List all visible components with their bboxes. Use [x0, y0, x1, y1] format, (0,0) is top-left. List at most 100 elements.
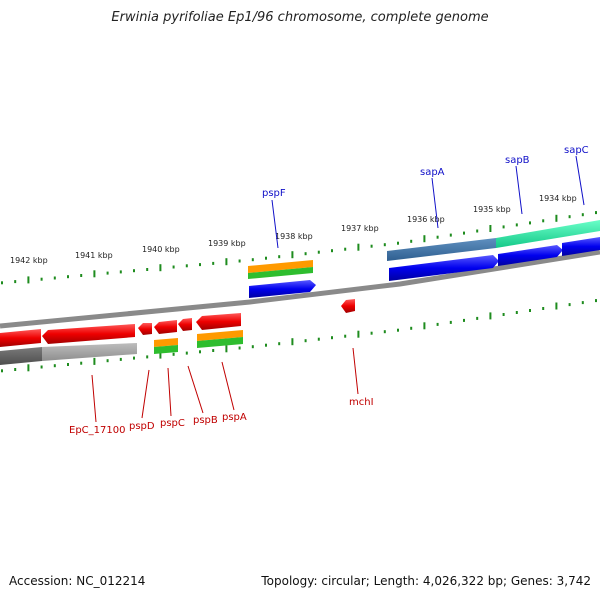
minor-tick [1, 369, 3, 373]
pspC-gene-bar[interactable] [154, 338, 178, 347]
gene-label-pspA[interactable]: pspA [222, 412, 247, 423]
minor-tick [80, 274, 83, 277]
pspF-rna-bar[interactable] [248, 267, 313, 279]
minor-tick [515, 223, 518, 227]
major-tick [27, 364, 30, 372]
map-title: Erwinia pyrifoliae Ep1/96 chromosome, co… [111, 10, 489, 25]
minor-tick [53, 364, 56, 368]
minor-tick [238, 259, 241, 263]
pspB-cds-arrow[interactable] [178, 318, 192, 331]
minor-tick [463, 318, 465, 322]
minor-tick [581, 301, 584, 305]
gene-labels: pspF sapA sapB sapC EpC_17100 pspD pspC … [69, 145, 589, 436]
minor-tick [449, 233, 452, 237]
EpC_17100-gene-bar[interactable] [42, 343, 137, 361]
minor-tick [14, 280, 17, 284]
minor-tick [476, 316, 479, 320]
minor-tick [106, 271, 109, 275]
minor-tick [542, 219, 545, 223]
sapA-cds-arrow[interactable] [389, 255, 499, 281]
major-tick [225, 258, 228, 266]
sapA-leader [431, 177, 439, 229]
minor-tick [67, 275, 69, 279]
gene-label-pspB[interactable]: pspB [193, 415, 218, 426]
scale-label: 1937 kbp [341, 224, 379, 233]
sapB-cds-arrow[interactable] [498, 245, 563, 266]
minor-tick [67, 363, 69, 366]
mchI-leader [352, 347, 359, 395]
pspD-cds-arrow[interactable] [138, 323, 152, 335]
scale-label: 1941 kbp [75, 251, 113, 260]
mchI-cds-arrow[interactable] [341, 299, 355, 313]
gene-label-sapA[interactable]: sapA [420, 167, 445, 178]
minor-tick [251, 258, 254, 262]
sap-steel-bar[interactable] [387, 238, 496, 261]
forward-features [248, 220, 600, 298]
label-leaders [91, 155, 585, 423]
major-tick [555, 214, 558, 222]
minor-tick [370, 331, 373, 335]
minor-tick [581, 213, 584, 217]
minor-tick [1, 281, 3, 285]
minor-tick [185, 351, 188, 355]
sap-teal-bar[interactable] [496, 220, 600, 248]
minor-tick [185, 264, 188, 268]
gene-label-mchI[interactable]: mchI [349, 397, 374, 408]
pspC-rna-bar[interactable] [154, 345, 178, 354]
major-tick [489, 312, 492, 320]
pspA-cds-arrow[interactable] [196, 313, 241, 330]
pspF-gene-bar[interactable] [248, 260, 313, 273]
scale-label: 1934 kbp [539, 194, 577, 203]
minor-tick [212, 349, 215, 352]
minor-tick [595, 211, 597, 215]
pspA-gene-bar[interactable] [197, 330, 243, 341]
minor-tick [172, 265, 175, 269]
minor-tick [529, 309, 531, 312]
major-tick [423, 235, 426, 243]
EpC_17100-cds-arrow[interactable] [42, 324, 135, 344]
gene-label-sapC[interactable]: sapC [564, 145, 589, 156]
minor-tick [278, 342, 281, 346]
pspF-cds-arrow[interactable] [249, 280, 316, 298]
minor-tick [331, 336, 333, 340]
scale-label: 1942 kbp [10, 256, 48, 265]
minor-tick [133, 269, 135, 273]
scale-label: 1935 kbp [473, 205, 511, 214]
reverse-cds-arrow-left[interactable] [0, 329, 41, 347]
pspD-leader [141, 369, 150, 419]
major-tick [555, 302, 558, 310]
minor-tick [199, 263, 201, 267]
scale-label: 1936 kbp [407, 215, 445, 224]
minor-tick [502, 313, 505, 316]
minor-tick [383, 243, 386, 247]
reverse-features [0, 299, 355, 365]
pspA-rna-bar[interactable] [197, 337, 243, 348]
pspA-leader [221, 361, 235, 411]
sapC-cds-arrow[interactable] [562, 237, 600, 256]
major-tick [357, 243, 360, 251]
minor-tick [265, 256, 267, 260]
minor-tick [344, 334, 347, 338]
gene-label-sapB[interactable]: sapB [505, 155, 530, 166]
pspC-cds-arrow[interactable] [154, 320, 177, 334]
minor-tick [449, 320, 452, 324]
minor-tick [146, 268, 149, 271]
gene-label-pspC[interactable]: pspC [160, 418, 185, 429]
minor-tick [304, 252, 307, 256]
minor-tick [397, 241, 399, 245]
minor-tick [317, 250, 320, 254]
sapB-leader [515, 165, 523, 215]
gene-label-pspD[interactable]: pspD [129, 421, 155, 432]
pspC-leader [167, 367, 172, 417]
gene-label-pspF[interactable]: pspF [262, 188, 286, 199]
minor-tick [40, 365, 43, 369]
major-tick [159, 264, 162, 272]
minor-tick [595, 299, 597, 303]
reverse-dark-gene-bar[interactable] [0, 347, 42, 365]
minor-tick [53, 276, 56, 280]
scale-labels: 1942 kbp 1941 kbp 1940 kbp 1939 kbp 1938… [10, 194, 577, 265]
minor-tick [568, 215, 571, 219]
gene-label-EpC_17100[interactable]: EpC_17100 [69, 425, 125, 436]
scale-label: 1939 kbp [208, 239, 246, 248]
